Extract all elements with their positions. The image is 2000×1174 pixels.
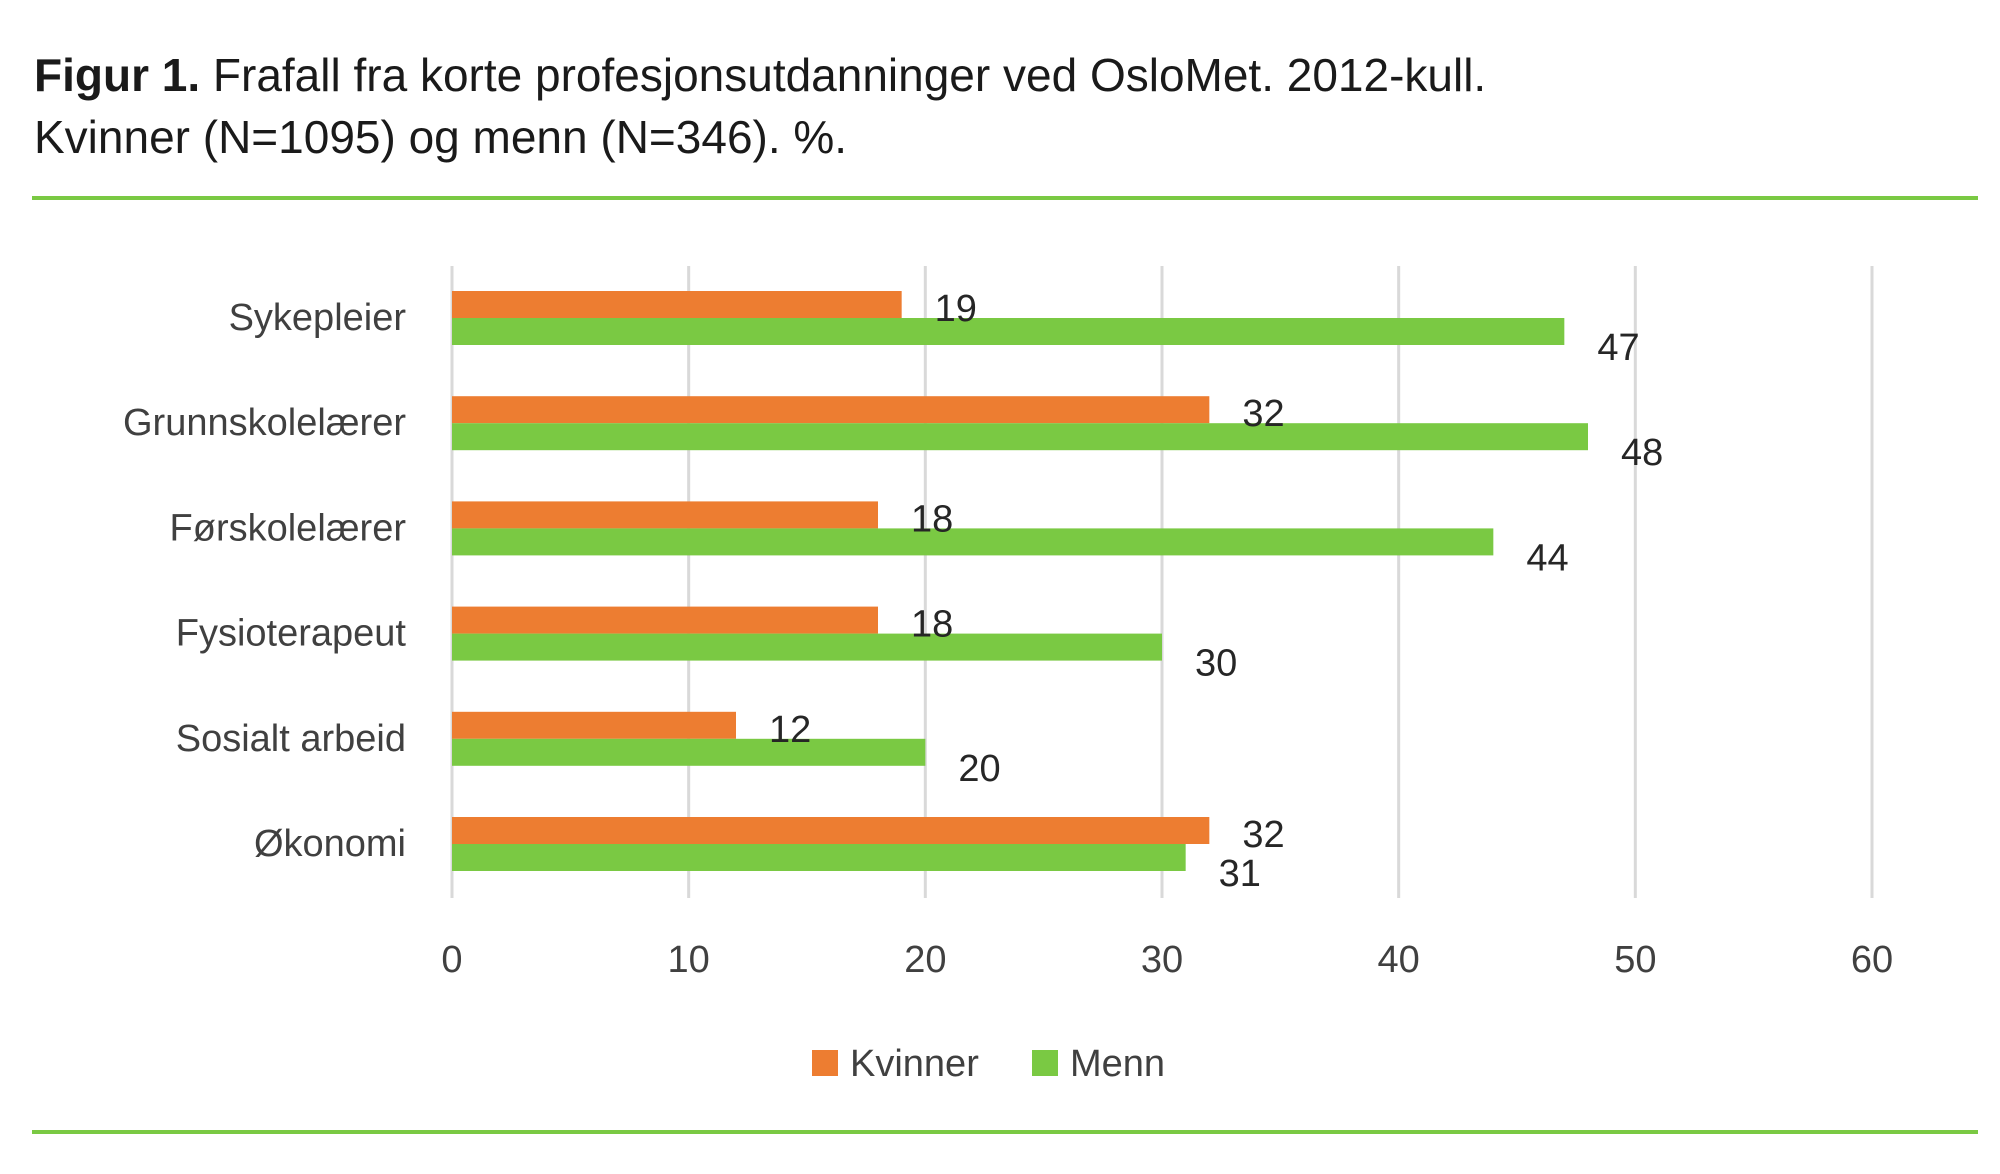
data-label-kvinner: 32 — [1242, 814, 1284, 856]
bar-kvinner — [452, 711, 736, 739]
bar-kvinner — [452, 606, 878, 634]
x-tick-label: 10 — [668, 939, 710, 981]
data-label-menn: 44 — [1526, 537, 1568, 579]
data-label-kvinner: 18 — [911, 604, 953, 646]
x-tick-label: 20 — [904, 939, 946, 981]
x-axis-ticks: 0 10 20 30 40 50 60 — [441, 939, 1893, 981]
data-label-menn: 48 — [1621, 432, 1663, 474]
data-label-kvinner: 19 — [935, 288, 977, 330]
legend-label-kvinner: Kvinner — [850, 1043, 979, 1085]
bottom-rule — [32, 1130, 1978, 1134]
x-tick-label: 40 — [1378, 939, 1420, 981]
category-label: Sykepleier — [229, 297, 407, 339]
data-label-menn: 30 — [1195, 643, 1237, 685]
figure-label: Figur 1. — [34, 49, 201, 101]
data-label-menn: 31 — [1219, 853, 1261, 895]
legend-label-menn: Menn — [1070, 1043, 1165, 1085]
category-label: Sosialt arbeid — [176, 718, 406, 760]
x-tick-label: 50 — [1614, 939, 1656, 981]
bar-menn — [452, 423, 1588, 451]
caption-line-1: Figur 1. Frafall fra korte profesjonsutd… — [34, 44, 1934, 106]
bar-menn — [452, 318, 1565, 345]
bars — [452, 291, 1588, 871]
data-label-menn: 20 — [958, 748, 1000, 790]
figure-caption: Figur 1. Frafall fra korte profesjonsutd… — [34, 44, 1934, 168]
bar-kvinner — [452, 396, 1210, 424]
legend-swatch-menn — [1032, 1050, 1058, 1076]
x-tick-label: 30 — [1141, 939, 1183, 981]
caption-line-2: Kvinner (N=1095) og menn (N=346). %. — [34, 111, 848, 163]
bar-menn — [452, 633, 1162, 661]
top-rule — [32, 196, 1978, 200]
category-label: Fysioterapeut — [176, 613, 407, 655]
legend: Kvinner Menn — [812, 1043, 1165, 1085]
bar-menn — [452, 844, 1186, 871]
bar-menn — [452, 528, 1494, 556]
caption-title: Frafall fra korte profesjonsutdanninger … — [212, 49, 1487, 101]
bar-menn — [452, 738, 926, 766]
category-label: Grunnskolelærer — [123, 402, 406, 444]
bar-kvinner — [452, 291, 902, 318]
data-label-kvinner: 18 — [911, 498, 953, 540]
x-tick-label: 0 — [441, 939, 462, 981]
legend-swatch-kvinner — [812, 1050, 838, 1076]
category-labels: Sykepleier Grunnskolelærer Førskolelærer Fy… — [123, 297, 406, 865]
category-label: Førskolelærer — [170, 507, 407, 549]
bar-kvinner — [452, 817, 1210, 844]
data-label-kvinner: 32 — [1242, 393, 1284, 435]
category-label: Økonomi — [254, 823, 406, 865]
bar-kvinner — [452, 501, 878, 529]
x-tick-label: 60 — [1851, 939, 1893, 981]
data-label-menn: 47 — [1597, 327, 1639, 369]
grid-lines — [450, 266, 1874, 898]
data-label-kvinner: 12 — [769, 709, 811, 751]
